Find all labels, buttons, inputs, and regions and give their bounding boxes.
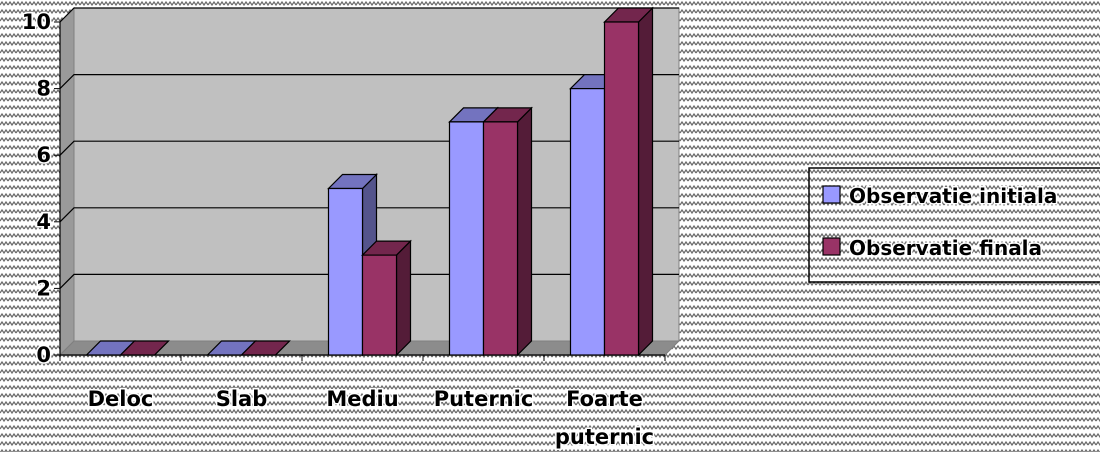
bar-side <box>637 6 654 357</box>
gridline <box>59 7 679 23</box>
y-tick-label: 2 <box>36 276 51 300</box>
bar-front <box>603 21 640 356</box>
x-category-label: puternic <box>555 425 654 449</box>
bar <box>603 6 654 357</box>
y-tick-label: 6 <box>36 143 51 167</box>
bar-front <box>361 254 398 356</box>
bar-front <box>569 87 606 356</box>
bar-side <box>516 106 533 357</box>
x-category-label: Puternic <box>434 387 534 411</box>
x-category-label: Slab <box>216 387 268 411</box>
legend-swatch <box>822 237 841 256</box>
legend-label: Observatie finala <box>849 236 1042 260</box>
legend-box <box>808 167 1100 283</box>
bar <box>361 239 412 357</box>
bar-front <box>482 121 519 356</box>
bar <box>240 340 291 356</box>
legend-label: Observatie initiala <box>849 184 1057 208</box>
bar-front <box>448 121 485 356</box>
y-tick-label: 0 <box>36 343 51 367</box>
plot-side-wall <box>59 6 75 357</box>
labels: 0 2 4 6 8 10 Deloc Slab Mediu Puternic Foarte puter… <box>20 9 655 451</box>
x-category-label: Foarte <box>566 387 643 411</box>
y-tick-label: 8 <box>36 77 51 101</box>
y-tick-label: 4 <box>36 210 51 234</box>
bar-front <box>327 187 364 356</box>
legend-swatch <box>822 185 841 204</box>
bar-top <box>240 340 291 356</box>
bars <box>85 6 654 357</box>
x-category-label: Deloc <box>88 387 154 411</box>
legend: Observatie initiala Observatie finala <box>808 167 1100 283</box>
gridline <box>59 73 679 90</box>
y-tick-label: 10 <box>22 10 51 34</box>
x-category-label: Mediu <box>326 387 398 411</box>
bar-top <box>119 340 170 356</box>
bar <box>482 106 533 357</box>
bar-side <box>395 239 412 357</box>
bar <box>119 340 170 356</box>
